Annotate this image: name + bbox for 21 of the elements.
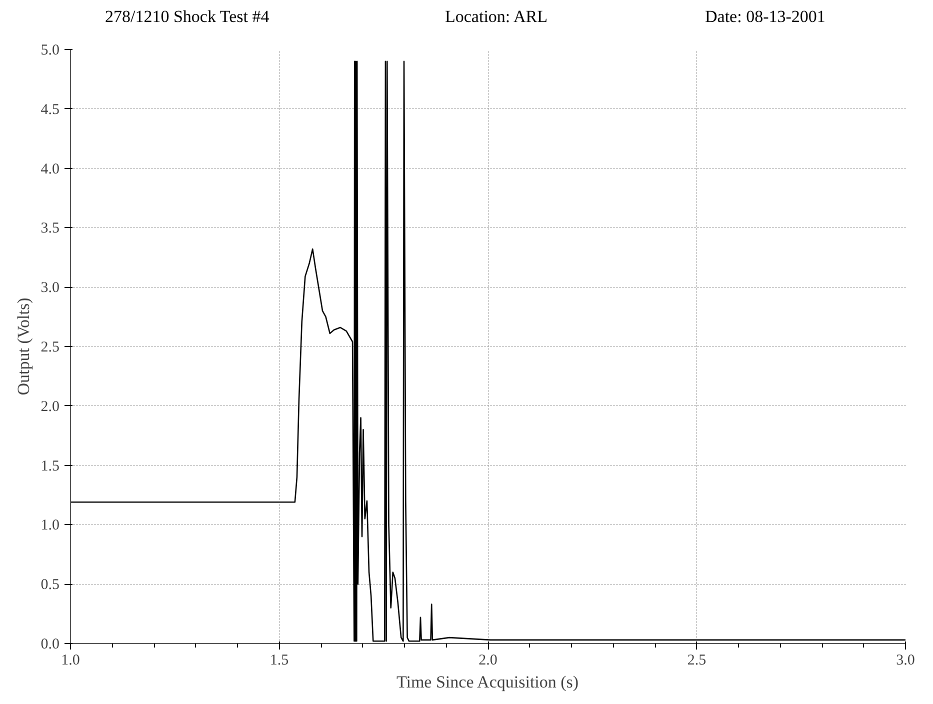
y-tick-label: 1.5 <box>40 458 60 474</box>
x-tick-label: 2.5 <box>687 652 706 668</box>
y-tick-label: 4.5 <box>40 102 60 118</box>
x-tick-label: 1.5 <box>270 652 289 668</box>
y-axis-title: Output (Volts) <box>14 298 33 396</box>
x-tick-label: 1.0 <box>61 652 80 668</box>
x-axis-title: Time Since Acquisition (s) <box>396 672 579 692</box>
y-tick-label: 2.0 <box>40 398 60 415</box>
x-tick-label: 3.0 <box>896 652 915 668</box>
chart-title: 278/1210 Shock Test #4 <box>105 6 270 28</box>
x-tick-label: 2.0 <box>478 652 498 668</box>
text: Date: 08-13-2001 <box>705 6 826 28</box>
y-tick-label: 0.5 <box>40 577 60 594</box>
y-tick-label: 2.5 <box>40 340 60 356</box>
y-tick-label: 3.5 <box>40 220 60 237</box>
y-tick-label: 5.0 <box>40 42 60 58</box>
y-tick-label: 4.0 <box>40 161 60 178</box>
y-tick-label: 0.0 <box>40 636 60 652</box>
y-tick-label: 3.0 <box>40 280 60 296</box>
text: Location: ARL <box>445 6 548 28</box>
y-tick-label: 1.0 <box>40 518 60 534</box>
